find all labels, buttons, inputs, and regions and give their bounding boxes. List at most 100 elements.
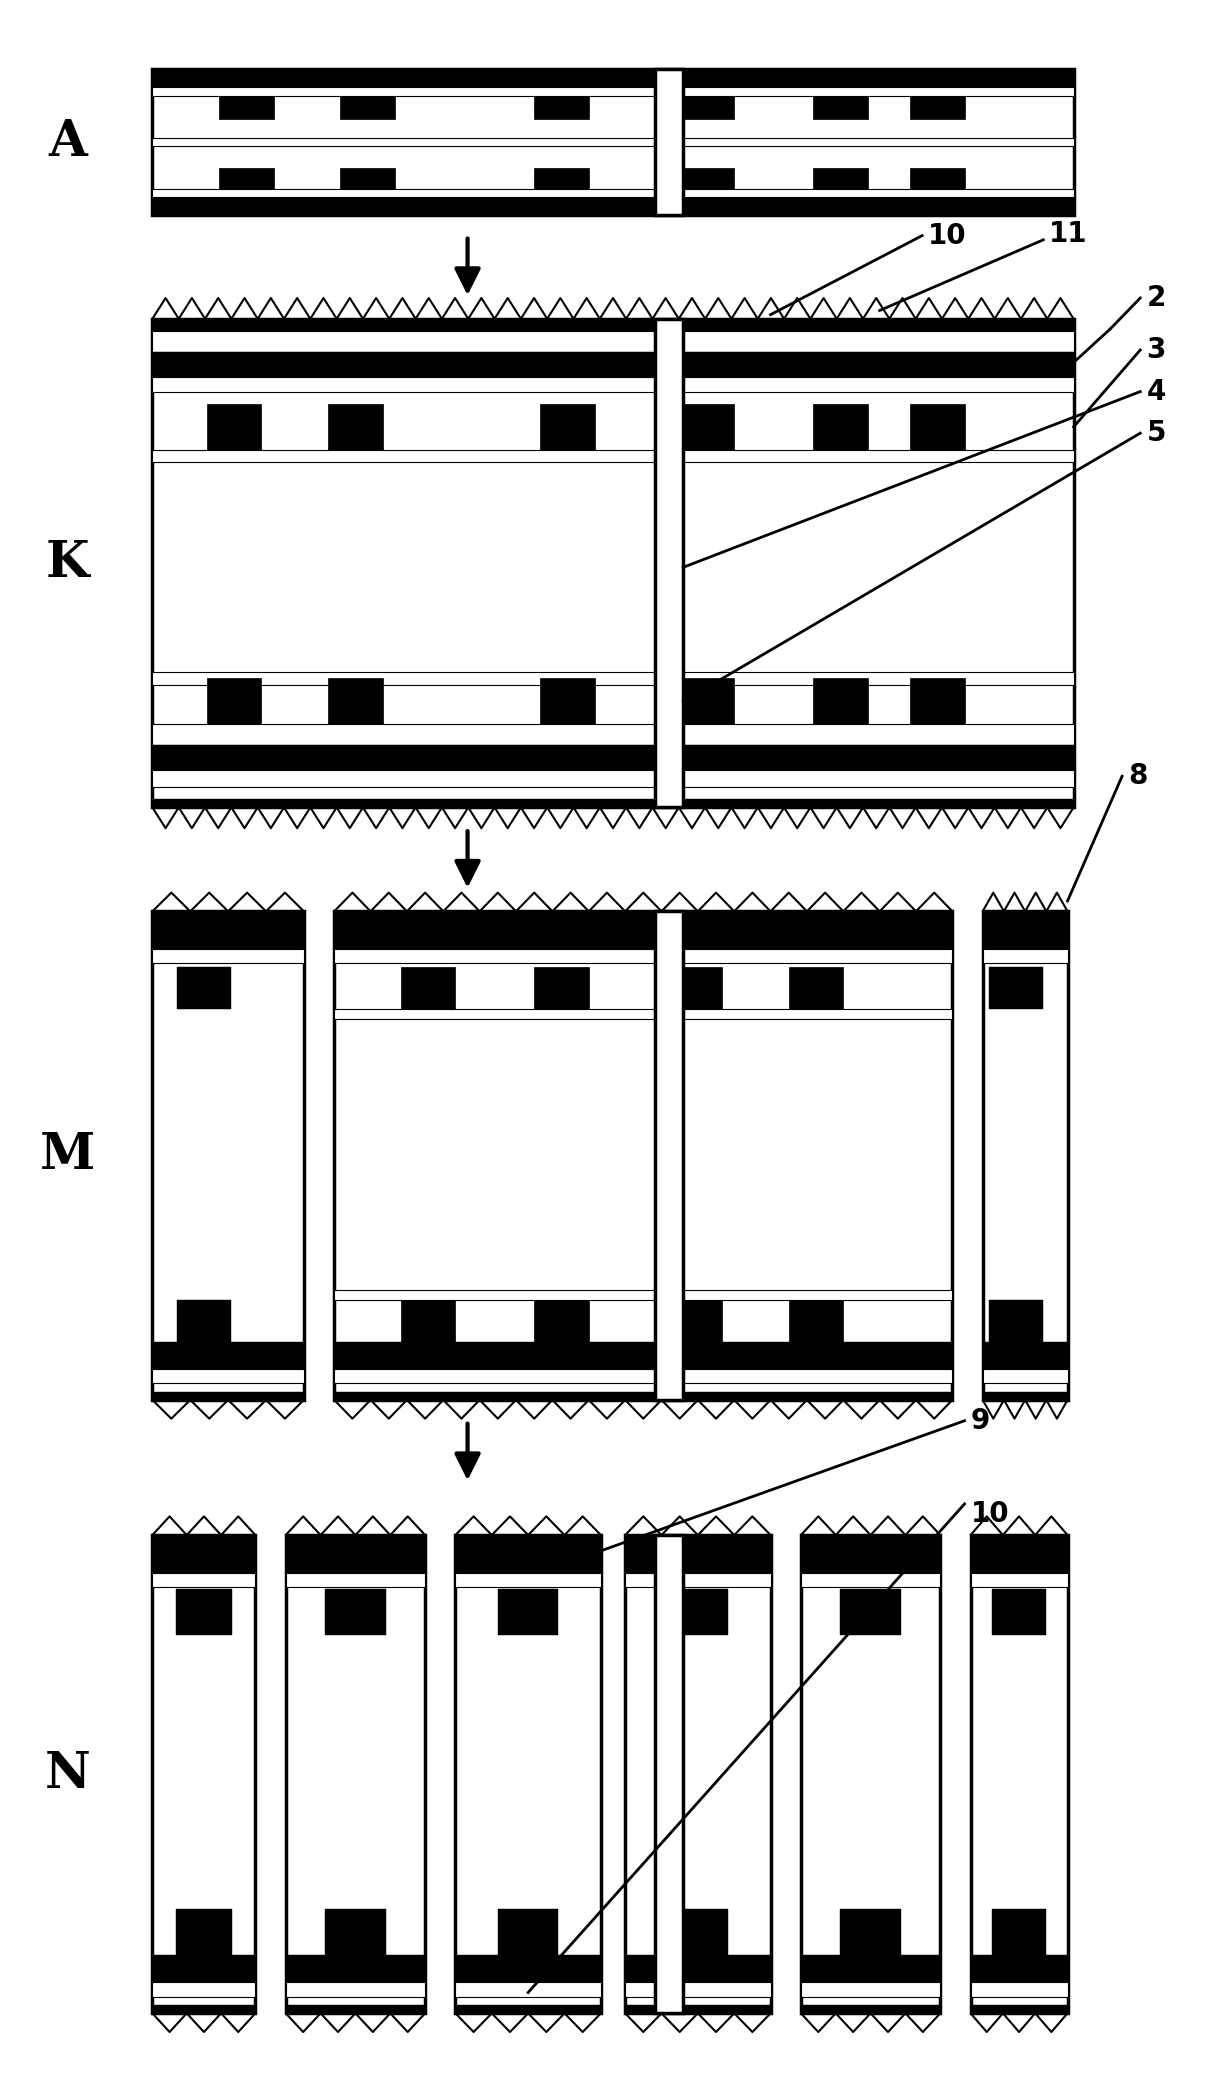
Bar <box>152 770 1074 787</box>
Bar <box>625 1982 771 1997</box>
Bar <box>625 2005 771 2013</box>
Bar <box>910 167 965 188</box>
Bar <box>455 1534 601 1545</box>
Bar <box>910 404 965 450</box>
Bar <box>788 967 843 1009</box>
Bar <box>667 1909 728 1955</box>
Bar <box>455 1572 601 1586</box>
Bar <box>455 1545 601 1572</box>
Bar <box>801 2005 940 2013</box>
Bar <box>498 1909 559 1955</box>
Bar <box>910 678 965 724</box>
Bar <box>813 167 868 188</box>
Bar <box>152 745 1074 770</box>
Bar <box>207 678 261 724</box>
Bar <box>971 1572 1068 1586</box>
Bar <box>535 967 588 1009</box>
Bar <box>983 910 1068 1400</box>
Bar <box>535 96 588 119</box>
Bar <box>152 948 304 963</box>
Bar <box>535 167 588 188</box>
Bar <box>971 1982 1068 1997</box>
Bar <box>801 1982 940 1997</box>
Bar <box>152 318 1074 808</box>
Bar <box>625 1534 771 2013</box>
Text: 10: 10 <box>928 222 967 249</box>
Bar <box>625 1545 771 1572</box>
Bar <box>801 1534 940 2013</box>
Bar <box>788 1300 843 1342</box>
Bar <box>152 1545 255 1572</box>
Bar <box>971 1955 1068 1982</box>
Bar <box>679 404 734 450</box>
Bar <box>455 1982 601 1997</box>
Text: K: K <box>45 538 89 588</box>
Bar <box>152 377 1074 391</box>
Bar <box>175 1909 232 1955</box>
Bar <box>983 1342 1068 1369</box>
Bar <box>286 1534 425 1545</box>
Bar <box>801 1955 940 1982</box>
Bar <box>801 1572 940 1586</box>
Text: A: A <box>48 117 87 167</box>
Bar <box>401 967 455 1009</box>
Text: 10: 10 <box>971 1501 1009 1528</box>
Bar <box>219 96 273 119</box>
Bar <box>152 86 1074 96</box>
Bar <box>983 921 1068 948</box>
Bar <box>152 318 1074 331</box>
Text: 9: 9 <box>971 1406 989 1434</box>
Bar <box>401 1300 455 1342</box>
Bar <box>983 1369 1068 1383</box>
Bar <box>152 1955 255 1982</box>
Bar <box>971 2005 1068 2013</box>
Bar <box>813 404 868 450</box>
Bar <box>455 2005 601 2013</box>
Bar <box>535 1300 588 1342</box>
Bar <box>983 1392 1068 1400</box>
Bar <box>152 1534 255 2013</box>
Bar <box>335 1342 953 1369</box>
Bar <box>541 404 595 450</box>
Bar <box>971 1545 1068 1572</box>
Bar <box>329 404 383 450</box>
Bar <box>679 96 734 119</box>
Bar <box>152 331 1074 352</box>
Bar <box>219 167 273 188</box>
Bar <box>541 678 595 724</box>
Bar <box>335 948 953 963</box>
Bar <box>175 1589 232 1635</box>
Bar <box>335 921 953 948</box>
Bar <box>625 1572 771 1586</box>
Bar <box>813 678 868 724</box>
Bar <box>325 1589 386 1635</box>
Bar <box>983 910 1068 921</box>
Bar <box>152 910 304 921</box>
Bar <box>801 1545 940 1572</box>
Text: 8: 8 <box>1128 762 1148 791</box>
Bar <box>971 1534 1068 2013</box>
Bar <box>152 450 1074 463</box>
Bar <box>813 96 868 119</box>
Bar <box>286 1545 425 1572</box>
Bar <box>455 1955 601 1982</box>
Bar <box>335 910 953 1400</box>
Bar <box>341 96 395 119</box>
Bar <box>152 800 1074 808</box>
Text: N: N <box>44 1750 91 1798</box>
Bar <box>152 69 1074 86</box>
Bar <box>152 921 304 948</box>
Bar <box>667 1300 722 1342</box>
Bar <box>656 910 683 1400</box>
Bar <box>455 1534 601 2013</box>
Bar <box>667 967 722 1009</box>
Bar <box>840 1589 901 1635</box>
Bar <box>335 1009 953 1019</box>
Bar <box>656 318 683 808</box>
Bar <box>988 1300 1043 1342</box>
Bar <box>971 1534 1068 1545</box>
Bar <box>152 1342 304 1369</box>
Bar <box>910 96 965 119</box>
Bar <box>286 1572 425 1586</box>
Bar <box>152 138 1074 147</box>
